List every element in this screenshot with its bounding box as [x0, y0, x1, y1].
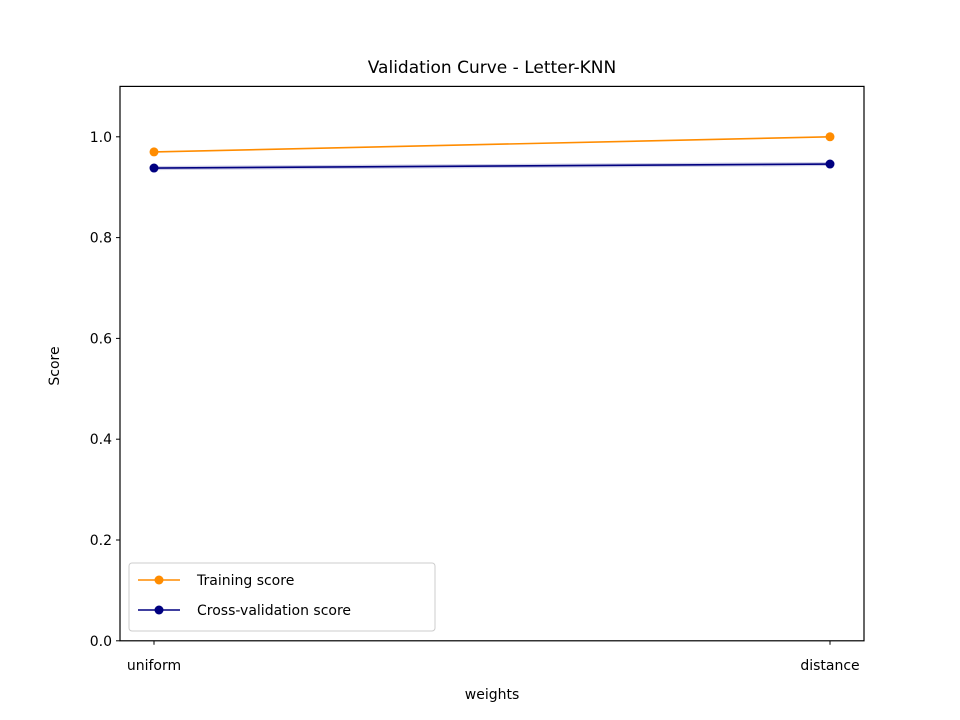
legend-marker [154, 605, 164, 615]
legend-marker [154, 575, 164, 585]
y-tick-label: 0.4 [90, 432, 112, 448]
x-axis-label: weights [465, 687, 520, 703]
y-tick-label: 0.2 [90, 533, 112, 549]
data-point [149, 163, 159, 173]
chart-title: Validation Curve - Letter-KNN [368, 58, 616, 78]
x-tick-label: uniform [127, 658, 181, 674]
y-tick-label: 0.0 [90, 634, 112, 650]
series-points [149, 132, 835, 173]
x-tick-label: distance [800, 658, 859, 674]
series-line [153, 136, 831, 153]
series-line [153, 163, 831, 169]
legend-label: Training score [196, 573, 294, 589]
y-tick-label: 0.6 [90, 331, 112, 347]
y-axis-label: Score [47, 346, 63, 385]
plot-frame [119, 85, 865, 642]
x-axis-ticks: uniform distance [127, 640, 860, 674]
legend-box [128, 562, 436, 632]
data-point [825, 132, 835, 142]
data-point [149, 147, 159, 157]
data-point [825, 159, 835, 169]
legend-label: Cross-validation score [197, 603, 351, 619]
y-tick-label: 1.0 [90, 130, 112, 146]
series-lines [153, 136, 831, 169]
y-axis-ticks: 0.0 0.2 0.4 0.6 0.8 1.0 [90, 130, 120, 650]
legend-items: Training score Cross-validation score [138, 573, 351, 619]
legend: Training score Cross-validation score [128, 562, 436, 632]
y-tick-label: 0.8 [90, 231, 112, 247]
